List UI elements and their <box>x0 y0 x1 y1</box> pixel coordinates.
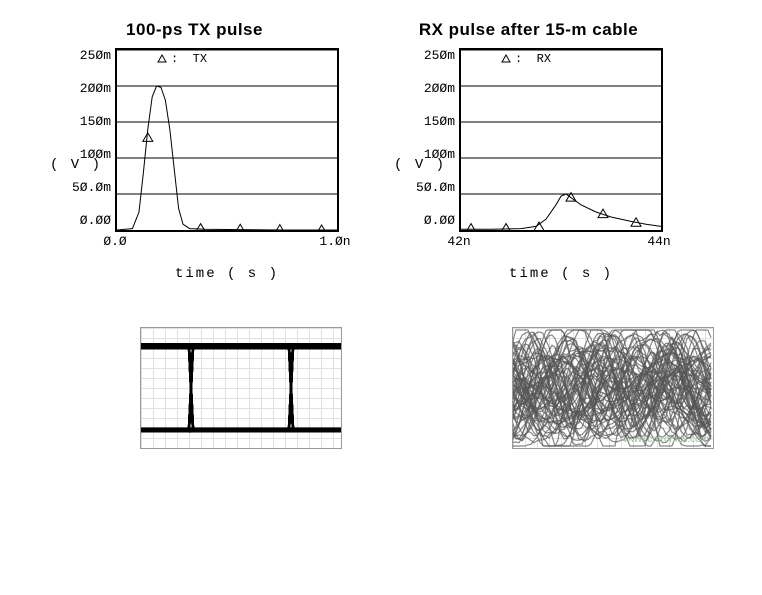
tx-yticks: 25Øm2ØØm15Øm1ØØm5Ø.ØmØ.ØØ <box>72 48 115 228</box>
tx-chart-block: 25Øm2ØØm15Øm1ØØm5Ø.ØmØ.ØØ : TX Ø.Ø1.Øn t… <box>72 48 339 282</box>
rx-chart-wrap: 25Øm2ØØm15Øm1ØØm5Ø.ØmØ.ØØ : RX 42n44n ti… <box>416 48 663 282</box>
tx-plot: : TX <box>115 48 339 232</box>
pulse-charts-row: 100-ps TX pulse ( V ) 25Øm2ØØm15Øm1ØØm5Ø… <box>10 20 752 282</box>
tx-chart-wrap: 25Øm2ØØm15Øm1ØØm5Ø.ØmØ.ØØ : TX Ø.Ø1.Øn t… <box>72 48 339 282</box>
tx-title: 100-ps TX pulse <box>126 20 263 40</box>
tx-legend: : TX <box>157 52 207 66</box>
rx-title: RX pulse after 15-m cable <box>419 20 638 40</box>
rx-eye-svg <box>513 328 713 448</box>
rx-panel: RX pulse after 15-m cable ( V ) 25Øm2ØØm… <box>394 20 663 282</box>
tx-panel: 100-ps TX pulse ( V ) 25Øm2ØØm15Øm1ØØm5Ø… <box>50 20 339 282</box>
rx-yticks: 25Øm2ØØm15Øm1ØØm5Ø.ØmØ.ØØ <box>416 48 459 228</box>
triangle-icon <box>501 54 511 64</box>
tx-eye-svg <box>141 328 341 448</box>
rx-ylabel: ( V ) <box>394 157 416 173</box>
rx-legend-label: : RX <box>515 52 551 66</box>
rx-chart-outer: ( V ) 25Øm2ØØm15Øm1ØØm5Ø.ØmØ.ØØ : RX 42n… <box>394 48 663 282</box>
rx-legend: : RX <box>501 52 551 66</box>
rx-xlabel: time ( s ) <box>459 266 663 282</box>
rx-plot: : RX <box>459 48 663 232</box>
eye-diagrams-row: www.cntronics.com <box>10 327 752 449</box>
rx-chart-block: 25Øm2ØØm15Øm1ØØm5Ø.ØmØ.ØØ : RX 42n44n ti… <box>416 48 663 282</box>
tx-ylabel: ( V ) <box>50 157 72 173</box>
tx-eye-diagram <box>140 327 342 449</box>
tx-xticks: Ø.Ø1.Øn <box>115 232 335 248</box>
tx-svg <box>117 50 337 230</box>
rx-eye-diagram: www.cntronics.com <box>512 327 714 449</box>
triangle-icon <box>157 54 167 64</box>
watermark-text: www.cntronics.com <box>623 434 709 445</box>
tx-xlabel: time ( s ) <box>115 266 339 282</box>
rx-svg <box>461 50 661 230</box>
tx-legend-label: : TX <box>171 52 207 66</box>
tx-chart-outer: ( V ) 25Øm2ØØm15Øm1ØØm5Ø.ØmØ.ØØ : TX Ø.Ø… <box>50 48 339 282</box>
rx-xticks: 42n44n <box>459 232 659 248</box>
